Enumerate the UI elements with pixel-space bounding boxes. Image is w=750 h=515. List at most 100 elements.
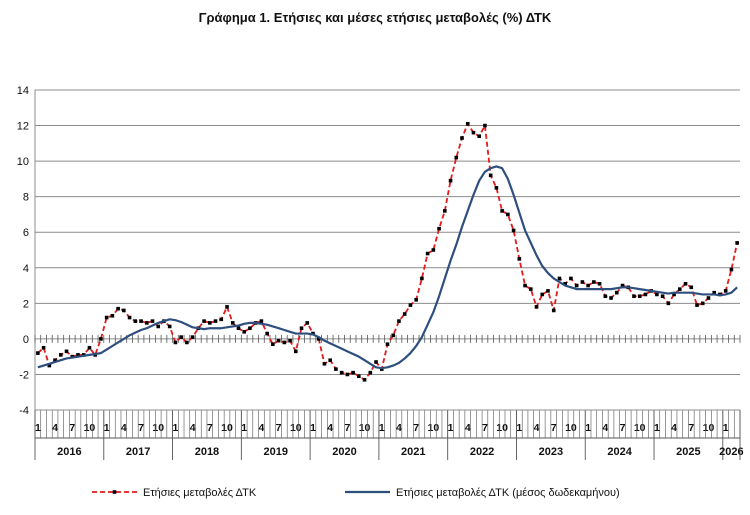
data-point (368, 370, 373, 375)
data-point (391, 333, 396, 338)
x-year-label: 2019 (263, 446, 287, 458)
x-month-label: 4 (396, 422, 402, 434)
y-tick-label: -2 (19, 369, 29, 381)
data-point (574, 283, 579, 288)
y-tick-label: 0 (23, 334, 29, 346)
data-point (494, 185, 499, 190)
x-year-label: 2016 (57, 446, 81, 458)
data-point (110, 313, 115, 318)
x-month-label: 4 (52, 422, 58, 434)
data-point (678, 287, 682, 291)
data-point (190, 335, 195, 339)
x-month-label: 7 (344, 422, 350, 434)
data-point (58, 353, 63, 357)
data-point (305, 321, 310, 325)
data-point (36, 351, 40, 355)
data-point (116, 306, 120, 311)
data-point (454, 155, 459, 160)
data-point (437, 226, 441, 231)
data-point (362, 377, 367, 382)
x-year-label: 2025 (676, 446, 700, 458)
y-tick-label: 12 (17, 121, 29, 133)
x-month-label: 4 (190, 422, 196, 434)
data-point (643, 292, 648, 297)
data-point (213, 319, 218, 323)
data-point (683, 281, 688, 286)
data-point (689, 285, 694, 290)
data-point (104, 315, 109, 320)
x-month-label: 1 (516, 422, 522, 434)
data-point (660, 294, 665, 299)
data-point (219, 317, 224, 322)
data-point (144, 321, 149, 325)
data-point (620, 283, 625, 288)
data-point (328, 358, 332, 363)
data-point (185, 340, 189, 345)
data-point (53, 358, 57, 363)
data-point (557, 276, 562, 281)
data-point (460, 136, 464, 140)
data-point (76, 353, 80, 357)
x-year-label: 2018 (195, 446, 219, 458)
x-month-label: 10 (152, 422, 164, 434)
data-point (242, 329, 247, 334)
data-point (150, 319, 155, 323)
data-point (259, 319, 264, 323)
x-month-label: 4 (258, 422, 264, 434)
x-month-label: 4 (534, 422, 540, 434)
chart-title: Γράφημα 1. Ετήσιες και μέσες ετήσιες μετ… (198, 10, 552, 25)
x-month-label: 10 (496, 422, 508, 434)
data-point (47, 363, 52, 368)
data-point (637, 294, 642, 299)
y-tick-label: 8 (23, 192, 29, 204)
x-month-label: 7 (69, 422, 75, 434)
data-point (248, 326, 252, 331)
data-point (500, 209, 504, 213)
y-tick-label: -4 (19, 405, 29, 417)
x-month-label: 10 (290, 422, 302, 434)
data-point (540, 292, 545, 297)
data-point (357, 374, 361, 379)
data-point (208, 321, 212, 325)
data-point (511, 228, 516, 233)
x-month-label: 1 (585, 422, 591, 434)
data-point (603, 294, 608, 299)
y-tick-label: 4 (23, 263, 29, 275)
y-tick-label: 14 (17, 85, 29, 97)
data-point (706, 296, 711, 300)
data-point (397, 319, 401, 323)
legend-label-annual: Ετήσιες μεταβολές ΔΤΚ (143, 487, 257, 499)
data-point (523, 283, 527, 288)
data-point (563, 281, 567, 286)
data-point (173, 340, 178, 345)
data-point (334, 367, 338, 371)
data-point (483, 123, 487, 128)
x-month-label: 7 (138, 422, 144, 434)
data-point (551, 308, 556, 313)
data-point (597, 281, 602, 286)
x-month-label: 7 (482, 422, 488, 434)
data-point (672, 292, 676, 297)
data-point (546, 289, 550, 293)
x-year-label: 2020 (332, 446, 356, 458)
x-month-label: 7 (207, 422, 213, 434)
data-point (695, 303, 699, 307)
data-point (122, 308, 126, 313)
x-month-label: 10 (359, 422, 371, 434)
data-point (385, 342, 390, 347)
data-point (632, 294, 636, 299)
x-month-label: 10 (428, 422, 440, 434)
x-month-label: 7 (620, 422, 626, 434)
x-month-label: 1 (104, 422, 110, 434)
data-point (265, 331, 269, 336)
data-point (729, 267, 734, 272)
x-month-label: 10 (221, 422, 233, 434)
data-point (179, 335, 183, 339)
x-year-label: 2023 (539, 446, 563, 458)
x-month-label: 4 (602, 422, 608, 434)
data-point (448, 178, 453, 183)
data-point (41, 345, 46, 350)
x-year-label: 2021 (401, 446, 425, 458)
data-point (580, 280, 585, 284)
